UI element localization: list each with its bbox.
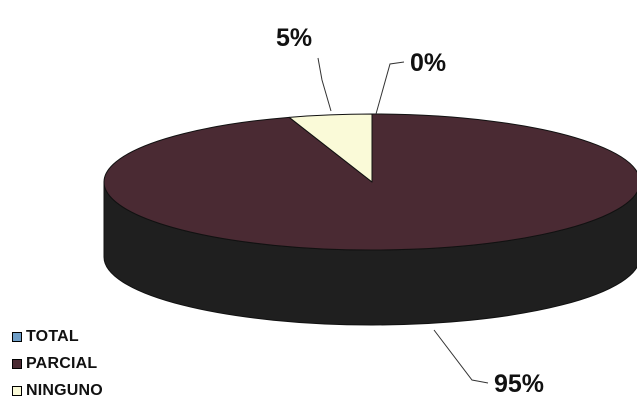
data-label-ninguno: 5% [276,24,312,52]
pie-labels: 0% 95% 5% [276,24,544,398]
leader-line-parcial [433,329,489,384]
legend-label-total: TOTAL [26,328,79,345]
legend-label-parcial: PARCIAL [26,355,98,372]
legend-swatch-parcial [12,359,22,369]
legend-label-ninguno: NINGUNO [26,382,103,399]
legend-item-parcial: PARCIAL [12,352,162,376]
leader-line-ninguno [317,57,332,112]
legend-swatch-ninguno [12,386,22,396]
pie-top-faces [103,113,637,251]
legend-item-total: TOTAL [12,325,162,349]
pie-slice-ninguno [288,113,373,183]
data-label-parcial: 95% [494,370,544,398]
legend-item-ninguno: NINGUNO [12,379,162,403]
legend-swatch-total [12,332,22,342]
data-label-total: 0% [410,49,446,77]
leader-line-total [375,61,405,115]
pie-slice-parcial [103,113,637,251]
legend: TOTAL PARCIAL NINGUNO [12,325,162,406]
